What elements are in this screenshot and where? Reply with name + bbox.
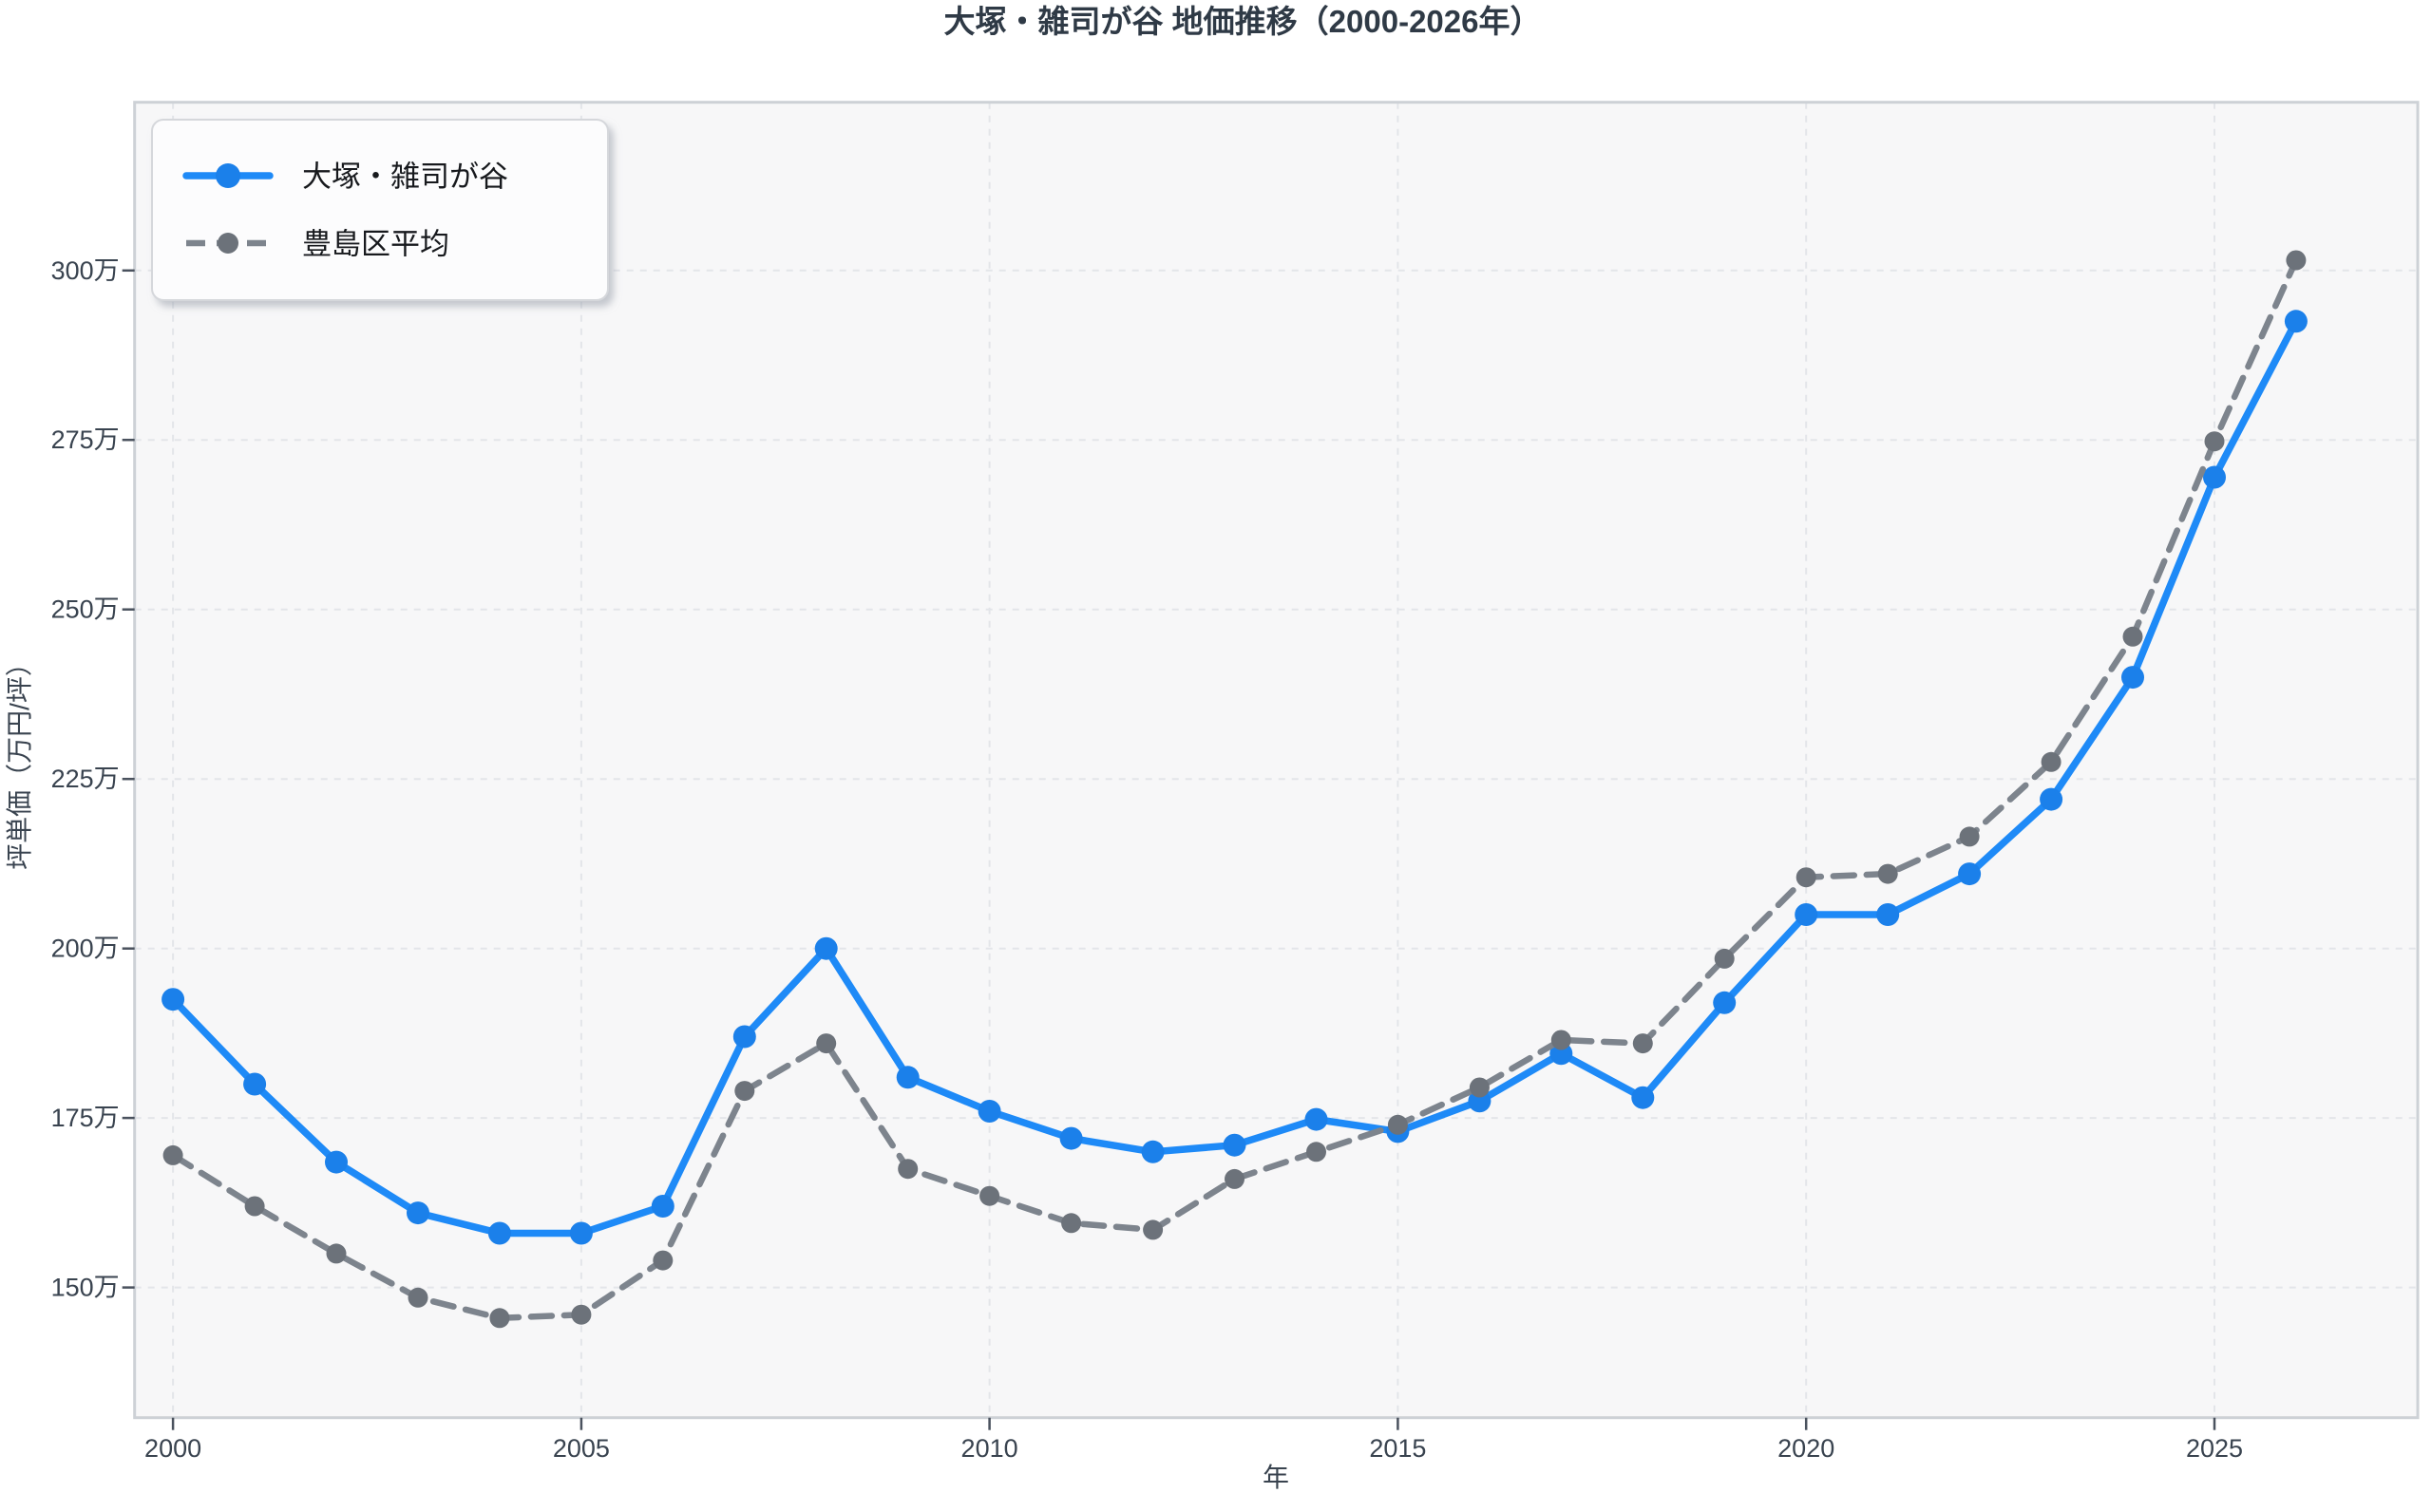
data-point-toshima-ku-average [1306,1142,1326,1162]
data-point-otsuka-zoshigaya [651,1195,674,1218]
data-point-toshima-ku-average [1959,826,1980,847]
data-point-toshima-ku-average [489,1308,510,1329]
data-point-otsuka-zoshigaya [569,1221,593,1245]
data-point-toshima-ku-average [1061,1213,1082,1234]
data-point-toshima-ku-average [1877,863,1898,884]
legend-marker-toshima-ku-average [218,233,238,254]
data-point-toshima-ku-average [1796,867,1816,888]
data-point-toshima-ku-average [162,1144,183,1165]
data-point-otsuka-zoshigaya [814,936,838,960]
data-point-toshima-ku-average [1550,1030,1571,1050]
data-point-toshima-ku-average [1632,1033,1653,1054]
data-point-otsuka-zoshigaya [978,1100,1001,1123]
x-tick-label: 2025 [2186,1434,2243,1463]
x-tick-label: 2020 [1777,1434,1834,1463]
data-point-toshima-ku-average [1469,1077,1490,1098]
legend-label-toshima-ku-average: 豊島区平均 [302,228,449,261]
plot-border [133,101,2420,1420]
legend-box [151,119,609,301]
data-point-otsuka-zoshigaya [325,1150,348,1174]
data-point-toshima-ku-average [326,1243,347,1264]
data-point-otsuka-zoshigaya [487,1221,511,1245]
x-tick-label: 2005 [553,1434,610,1463]
data-point-toshima-ku-average [1225,1168,1244,1189]
y-tick-label: 175万 [51,1104,120,1132]
data-point-otsuka-zoshigaya [2203,465,2226,489]
y-tick-label: 250万 [51,595,120,624]
data-point-otsuka-zoshigaya [1304,1107,1328,1131]
data-point-otsuka-zoshigaya [407,1201,429,1225]
data-point-otsuka-zoshigaya [2284,310,2308,333]
grid-lines [134,102,2418,1418]
data-point-toshima-ku-average [979,1185,1000,1206]
data-point-toshima-ku-average [571,1304,592,1325]
data-point-otsuka-zoshigaya [2121,666,2144,690]
data-point-toshima-ku-average [816,1033,837,1054]
data-point-toshima-ku-average [1387,1114,1408,1135]
data-point-toshima-ku-average [2041,751,2062,772]
data-point-otsuka-zoshigaya [243,1072,267,1096]
axis-ticks: 2000 2005 2010 2015 2020 2025 150万 175万 200万 225万… [51,256,2243,1463]
data-point-toshima-ku-average [653,1250,674,1271]
x-tick-label: 2010 [961,1434,1018,1463]
data-point-toshima-ku-average [2122,626,2143,647]
y-tick-label: 300万 [51,256,120,285]
chart-title: 大塚・雑司が谷 地価推移（2000-2026年） [944,4,1542,39]
data-point-otsuka-zoshigaya [896,1066,920,1089]
legend: 大塚・雑司が谷 豊島区平均 [151,119,609,301]
y-tick-label: 225万 [51,765,120,793]
data-point-otsuka-zoshigaya [732,1025,756,1049]
y-axis-label: 坪単価（万円/坪） [5,650,34,870]
series-group [162,250,2308,1329]
data-point-toshima-ku-average [2286,250,2307,271]
data-point-otsuka-zoshigaya [1059,1126,1083,1150]
data-point-otsuka-zoshigaya [1876,903,1900,926]
y-tick-label: 150万 [51,1274,120,1302]
data-point-otsuka-zoshigaya [1631,1086,1655,1109]
x-axis-label: 年 [1263,1463,1289,1492]
data-point-otsuka-zoshigaya [1223,1133,1246,1157]
y-tick-label: 275万 [51,425,120,454]
data-point-otsuka-zoshigaya [1958,862,1982,886]
data-point-otsuka-zoshigaya [2040,787,2063,811]
data-point-toshima-ku-average [898,1159,919,1180]
legend-label-otsuka-zoshigaya: 大塚・雑司が谷 [302,161,508,194]
plot-area [134,102,2419,1418]
data-point-toshima-ku-average [1714,948,1735,969]
x-tick-label: 2015 [1369,1434,1426,1463]
legend-marker-otsuka-zoshigaya [216,163,240,188]
data-point-otsuka-zoshigaya [1141,1140,1165,1163]
data-point-otsuka-zoshigaya [1795,903,1818,926]
data-point-otsuka-zoshigaya [1713,991,1737,1014]
data-point-otsuka-zoshigaya [162,988,185,1011]
data-point-toshima-ku-average [408,1287,428,1308]
data-point-toshima-ku-average [1143,1219,1164,1240]
x-tick-label: 2000 [144,1434,201,1463]
data-point-toshima-ku-average [734,1081,755,1102]
data-point-toshima-ku-average [2204,431,2225,452]
y-tick-label: 200万 [51,935,120,963]
data-point-toshima-ku-average [244,1196,265,1217]
